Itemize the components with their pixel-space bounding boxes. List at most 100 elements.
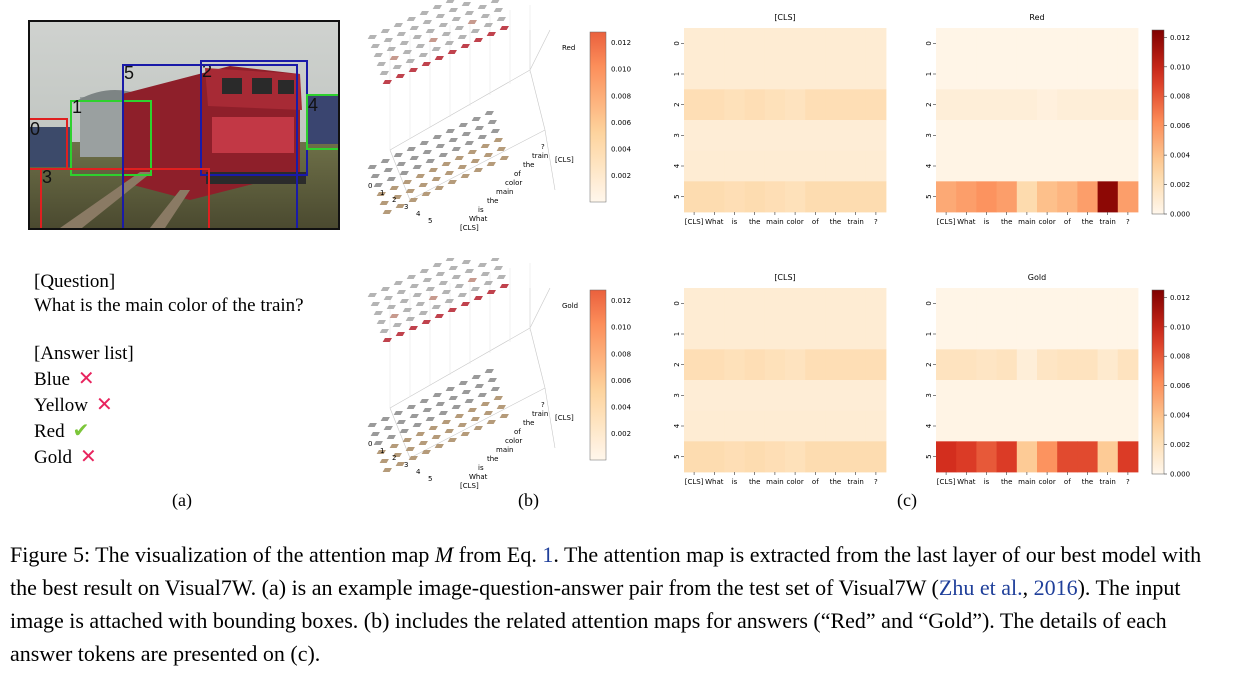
heatmap-cell xyxy=(956,410,977,442)
colorbar-tick-label: 0.000 xyxy=(1170,211,1190,219)
plot3d-cell xyxy=(434,314,444,318)
plot3d-cell xyxy=(448,266,458,270)
heatmap-cell xyxy=(825,58,846,90)
heatmap-cell xyxy=(704,89,725,121)
heatmap-cell xyxy=(936,380,957,412)
heatmap-cell xyxy=(724,410,745,442)
heatmap-cell xyxy=(845,28,867,60)
x-tick-label: main xyxy=(766,218,784,226)
heatmap-cell xyxy=(764,89,786,121)
plot3d-cell xyxy=(490,387,500,391)
heatmap-cell xyxy=(956,441,977,473)
heatmap-cell xyxy=(936,150,957,182)
plot3d-frame xyxy=(389,5,556,201)
plot3d-cell xyxy=(419,399,429,403)
heatmap-cell xyxy=(805,441,826,473)
plot3d-cell xyxy=(432,393,442,397)
plot3d-cell xyxy=(493,266,503,270)
heatmap-cell xyxy=(744,28,766,60)
heatmap-cell xyxy=(704,120,725,152)
plot3d-cell xyxy=(480,14,490,18)
bbox-label-2: 2 xyxy=(202,61,213,81)
cross-icon: ✕ xyxy=(96,392,113,416)
plot3d-cell xyxy=(396,290,406,294)
plot3d-cell xyxy=(379,201,389,205)
heatmap-cell xyxy=(684,89,705,121)
plot3d-x-label: [CLS] xyxy=(460,482,479,490)
plot3d-cell xyxy=(425,287,435,291)
heatmap-cell xyxy=(785,441,806,473)
plot3d-cell xyxy=(483,153,493,157)
y-tick-label: 2 xyxy=(673,362,681,366)
plot3d-cell xyxy=(373,183,383,187)
plot3d-cell xyxy=(421,320,431,324)
plot3d-cell xyxy=(473,38,483,42)
plot3d-cell xyxy=(373,53,383,57)
plot3d-cell xyxy=(454,26,464,30)
heatmap-cell xyxy=(825,288,846,320)
heatmap-cell xyxy=(845,318,867,350)
plot3d-cell xyxy=(383,426,393,430)
plot3d-cell xyxy=(389,186,399,190)
heatmap-cell xyxy=(976,318,997,350)
colorbar-tick-label: 0.000 xyxy=(1170,471,1190,479)
plot3d-cell xyxy=(434,56,444,60)
heatmap-cell xyxy=(996,28,1018,60)
plot3d-cell xyxy=(408,456,418,460)
plot3d-cell xyxy=(457,35,467,39)
plot3d-cell xyxy=(480,272,490,276)
bbox-label-0: 0 xyxy=(30,119,41,139)
equation-link[interactable]: 1 xyxy=(542,542,554,567)
plot3d-cell xyxy=(464,11,474,15)
qa-block: [Question] What is the main color of the… xyxy=(34,270,334,470)
colorbar-tick-label: 0.004 xyxy=(611,145,632,153)
heatmap-cell xyxy=(845,58,867,90)
plot3d-cell xyxy=(435,272,445,276)
heatmap-cell xyxy=(785,58,806,90)
x-tick-label: the xyxy=(830,218,842,226)
heatmap-cell xyxy=(764,380,786,412)
heatmap-cell xyxy=(1057,380,1078,412)
heatmap-cell xyxy=(1037,150,1058,182)
heatmap-cell xyxy=(865,89,887,121)
plot3d-cell xyxy=(370,44,380,48)
plot3d-x-label: What xyxy=(469,473,488,481)
plot3d-cell xyxy=(380,29,390,33)
heatmap-cell xyxy=(976,288,997,320)
y-tick-label: 3 xyxy=(925,393,933,397)
sublabel-b: (b) xyxy=(518,490,539,510)
plot3d-cell xyxy=(370,174,380,178)
citation-author-link[interactable]: Zhu et al. xyxy=(938,575,1023,600)
question-text: What is the main color of the train? xyxy=(34,295,304,316)
heatmap-cell xyxy=(936,120,957,152)
heatmap-cell xyxy=(704,150,725,182)
plot3d-cell xyxy=(376,320,386,324)
heatmap-cell xyxy=(1077,288,1098,320)
plot3d-cell xyxy=(486,32,496,36)
bbox-4 xyxy=(306,94,338,150)
heatmap-cell xyxy=(956,120,977,152)
colorbar-tick-label: 0.006 xyxy=(611,377,632,385)
plot3d-x-label: color xyxy=(505,437,522,445)
plot3d-cell xyxy=(405,59,415,63)
heatmap-cell xyxy=(956,318,977,350)
colorbar-tick-label: 0.008 xyxy=(1170,353,1190,361)
heatmap-cell xyxy=(764,120,786,152)
plot3d-cell xyxy=(379,329,389,333)
caption-text: , xyxy=(1022,575,1034,600)
bbox-label-1: 1 xyxy=(72,97,83,117)
plot3d-cell xyxy=(448,138,458,142)
heatmap-cell xyxy=(1057,441,1078,473)
plot3d-cell xyxy=(393,23,403,27)
heatmap-cell xyxy=(865,181,887,213)
x-tick-label: of xyxy=(1064,218,1071,226)
heatmap-cell xyxy=(865,318,887,350)
cross-icon: ✕ xyxy=(80,444,97,468)
heatmap-cell xyxy=(1037,441,1058,473)
figure-caption: Figure 5: The visualization of the atten… xyxy=(10,538,1230,670)
x-tick-label: the xyxy=(830,478,842,486)
citation-year-link[interactable]: 2016 xyxy=(1033,575,1078,600)
heatmap-cell xyxy=(845,288,867,320)
